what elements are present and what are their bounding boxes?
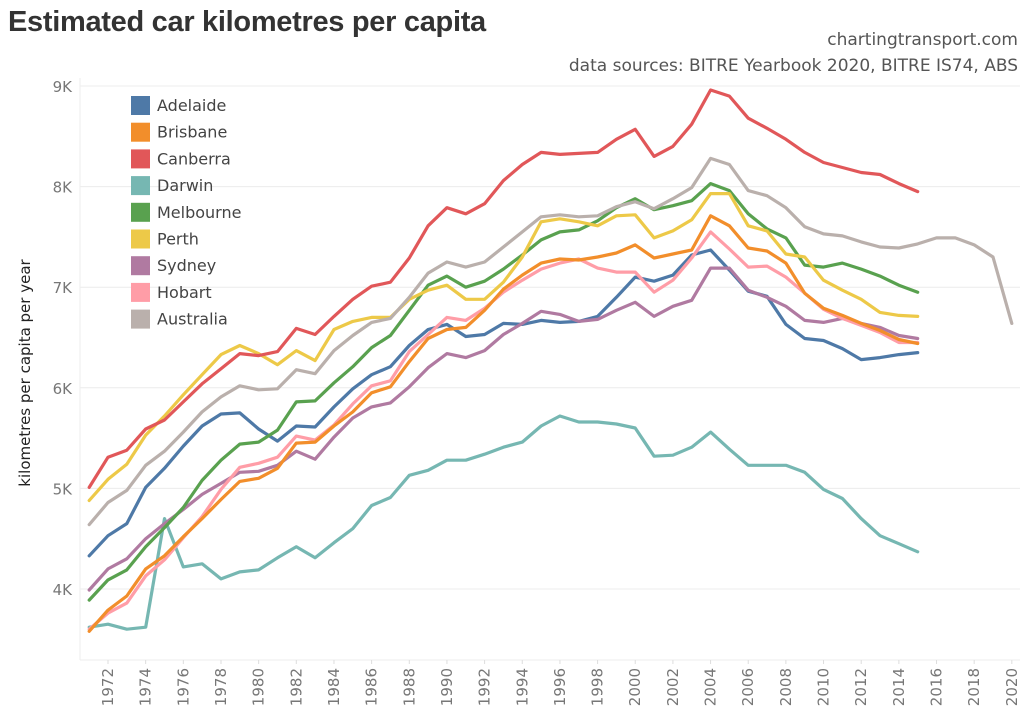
x-tick-label: 1982 <box>287 668 305 706</box>
x-tick-label: 2010 <box>815 668 833 706</box>
legend-label: Hobart <box>157 283 212 302</box>
y-tick-label: 4K <box>53 581 74 599</box>
x-tick-label: 2014 <box>890 668 908 706</box>
x-tick-label: 1988 <box>400 668 418 706</box>
x-tick-label: 1990 <box>438 668 456 706</box>
x-tick-label: 2000 <box>626 668 644 706</box>
legend-swatch <box>131 256 150 276</box>
series-lines <box>87 88 1014 633</box>
y-tick-label: 6K <box>53 380 74 398</box>
x-tick-label: 1976 <box>174 668 192 706</box>
legend-swatch <box>131 309 150 329</box>
x-tick-label: 1984 <box>325 668 343 706</box>
legend-swatch <box>131 122 150 142</box>
legend-label: Sydney <box>157 256 216 275</box>
legend-item-australia[interactable]: Australia <box>131 309 228 329</box>
y-tick-label: 8K <box>53 179 74 197</box>
series-line-australia <box>87 156 1014 527</box>
x-tick-label: 1994 <box>513 668 531 706</box>
x-tick-label: 2004 <box>702 668 720 706</box>
legend-item-adelaide[interactable]: Adelaide <box>131 96 226 115</box>
series-line-adelaide <box>87 248 920 558</box>
x-tick-label: 2002 <box>664 668 682 706</box>
x-tick-label: 2006 <box>739 668 757 706</box>
series-line-perth <box>87 192 920 503</box>
x-tick-label: 1998 <box>589 668 607 706</box>
series-line-melbourne <box>87 182 920 602</box>
legend-label: Canberra <box>157 149 231 168</box>
x-tick-label: 1978 <box>212 668 230 706</box>
x-tick-label: 1996 <box>551 668 569 706</box>
data-sources: data sources: BITRE Yearbook 2020, BITRE… <box>568 56 1018 76</box>
x-tick-label: 2018 <box>965 668 983 706</box>
legend-swatch <box>131 282 150 302</box>
x-tick-label: 2020 <box>1003 668 1021 706</box>
x-tick-label: 1980 <box>250 668 268 706</box>
legend-swatch <box>131 96 150 115</box>
legend-label: Darwin <box>157 176 213 195</box>
x-tick-label: 2016 <box>928 668 946 706</box>
legend-item-canberra[interactable]: Canberra <box>131 149 231 169</box>
legend-item-perth[interactable]: Perth <box>131 229 199 249</box>
y-axis: 4K 5K 6K 7K 8K 9K <box>53 78 74 599</box>
legend-item-brisbane[interactable]: Brisbane <box>131 122 227 142</box>
legend-label: Brisbane <box>157 123 227 142</box>
y-tick-label: 9K <box>53 78 74 96</box>
chart-title: Estimated car kilometres per capita <box>8 6 486 38</box>
x-tick-label: 1986 <box>363 668 381 706</box>
legend-item-sydney[interactable]: Sydney <box>131 256 216 276</box>
x-tick-label: 1992 <box>476 668 494 706</box>
x-tick-label: 1972 <box>99 668 117 706</box>
legend-item-darwin[interactable]: Darwin <box>131 176 213 196</box>
legend-swatch <box>131 149 150 169</box>
series-line-hobart <box>87 230 920 631</box>
source-site: chartingtransport.com <box>827 30 1018 50</box>
legend-swatch <box>131 202 150 222</box>
legend-item-melbourne[interactable]: Melbourne <box>131 202 241 222</box>
y-axis-label: kilometres per capita per year <box>16 258 34 486</box>
legend: Adelaide Brisbane Canberra Darwin Melbourne P… <box>131 96 241 329</box>
series-line-canberra <box>87 88 920 489</box>
x-tick-label: 2008 <box>777 668 795 706</box>
legend-item-hobart[interactable]: Hobart <box>131 282 212 302</box>
x-axis: 1972 1974 1976 1978 1980 1982 1984 1986 1988 1990… <box>99 660 1021 706</box>
legend-swatch <box>131 229 150 249</box>
x-tick-label: 2012 <box>852 668 870 706</box>
x-tick-label: 1974 <box>137 668 155 706</box>
legend-label: Melbourne <box>157 203 241 222</box>
y-tick-label: 7K <box>53 279 74 297</box>
series-line-darwin <box>87 414 920 631</box>
legend-swatch <box>131 176 150 196</box>
legend-label: Adelaide <box>157 96 226 115</box>
legend-label: Perth <box>157 230 199 249</box>
legend-label: Australia <box>157 310 228 329</box>
series-line-brisbane <box>87 214 920 633</box>
y-tick-label: 5K <box>53 480 74 498</box>
